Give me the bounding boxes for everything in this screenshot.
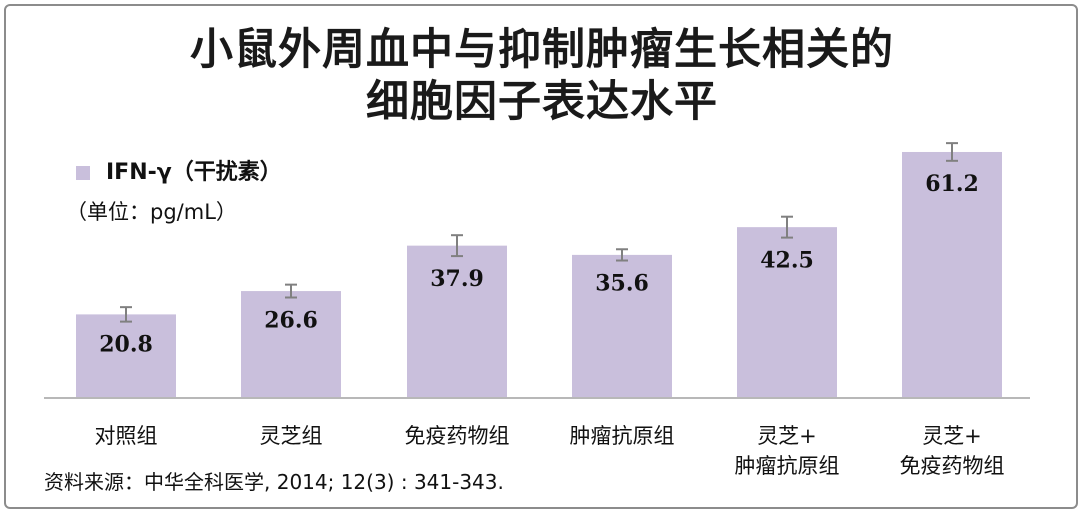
data-label: 37.9 bbox=[430, 266, 484, 292]
data-label: 42.5 bbox=[760, 248, 814, 274]
source-note: 资料来源：中华全科医学, 2014; 12(3) : 341-343. bbox=[44, 470, 504, 494]
x-tick-label: 肿瘤抗原组 bbox=[735, 454, 840, 478]
unit-label: （单位：pg/mL） bbox=[66, 200, 237, 224]
x-tick-label: 免疫药物组 bbox=[900, 454, 1005, 478]
bar bbox=[737, 227, 837, 398]
bar bbox=[76, 314, 176, 398]
chart-title: 小鼠外周血中与抑制肿瘤生长相关的 细胞因子表达水平 bbox=[0, 24, 1084, 128]
data-label: 35.6 bbox=[595, 271, 649, 297]
bar bbox=[572, 254, 672, 398]
data-label: 20.8 bbox=[99, 332, 153, 358]
data-label: 26.6 bbox=[264, 308, 318, 334]
x-tick-label: 灵芝+ bbox=[922, 424, 982, 448]
x-tick-label: 灵芝组 bbox=[260, 424, 323, 448]
legend-swatch bbox=[76, 166, 90, 180]
bar bbox=[241, 291, 341, 398]
data-label: 61.2 bbox=[925, 171, 979, 197]
chart-title-line-2: 细胞因子表达水平 bbox=[366, 77, 718, 127]
x-tick-label: 免疫药物组 bbox=[405, 424, 510, 448]
legend-label: IFN-γ（干扰素） bbox=[106, 160, 282, 185]
bar bbox=[407, 245, 507, 398]
bar bbox=[902, 151, 1002, 398]
x-tick-label: 灵芝+ bbox=[757, 424, 817, 448]
chart-title-line-1: 小鼠外周血中与抑制肿瘤生长相关的 bbox=[190, 25, 894, 75]
x-tick-label: 肿瘤抗原组 bbox=[570, 424, 675, 448]
x-tick-label: 对照组 bbox=[95, 424, 158, 448]
chart-frame bbox=[4, 4, 1078, 509]
